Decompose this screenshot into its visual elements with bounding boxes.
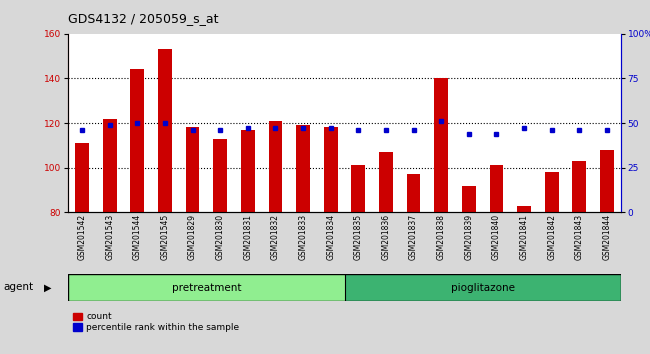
Bar [296, 125, 310, 212]
Text: GSM201842: GSM201842 [547, 214, 556, 259]
Text: pioglitazone: pioglitazone [450, 282, 515, 293]
Bar [573, 161, 586, 212]
Bar [462, 185, 476, 212]
Text: agent: agent [3, 282, 33, 292]
Bar [379, 152, 393, 212]
Legend: count, percentile rank within the sample: count, percentile rank within the sample [73, 313, 239, 332]
Bar [600, 150, 614, 212]
Bar [407, 175, 421, 212]
Text: GSM201841: GSM201841 [519, 214, 528, 259]
Text: GSM201829: GSM201829 [188, 214, 197, 259]
Text: GSM201844: GSM201844 [603, 214, 612, 260]
Bar [75, 143, 89, 212]
Bar [268, 121, 282, 212]
Text: GSM201545: GSM201545 [161, 214, 170, 260]
Text: GSM201835: GSM201835 [354, 214, 363, 260]
Bar [131, 69, 144, 212]
Text: ▶: ▶ [44, 282, 52, 292]
Text: GSM201830: GSM201830 [216, 214, 225, 260]
Bar [352, 165, 365, 212]
Text: GSM201542: GSM201542 [77, 214, 86, 260]
Bar [517, 206, 531, 212]
Text: GDS4132 / 205059_s_at: GDS4132 / 205059_s_at [68, 12, 219, 25]
Bar [545, 172, 558, 212]
Bar [213, 139, 227, 212]
Text: GSM201833: GSM201833 [298, 214, 307, 260]
Bar [186, 127, 200, 212]
Text: GSM201834: GSM201834 [326, 214, 335, 260]
Text: GSM201832: GSM201832 [271, 214, 280, 259]
Bar [158, 49, 172, 212]
Text: GSM201836: GSM201836 [382, 214, 391, 260]
Bar [434, 78, 448, 212]
Text: GSM201840: GSM201840 [492, 214, 501, 260]
Text: pretreatment: pretreatment [172, 282, 241, 293]
Text: GSM201543: GSM201543 [105, 214, 114, 260]
Text: GSM201839: GSM201839 [464, 214, 473, 260]
Text: GSM201838: GSM201838 [437, 214, 446, 259]
Text: GSM201831: GSM201831 [243, 214, 252, 259]
Text: GSM201843: GSM201843 [575, 214, 584, 260]
Bar [103, 119, 116, 212]
Text: GSM201544: GSM201544 [133, 214, 142, 260]
Bar [344, 274, 621, 301]
Bar [241, 130, 255, 212]
Bar [68, 274, 345, 301]
Bar [489, 165, 503, 212]
Bar [324, 127, 337, 212]
Text: GSM201837: GSM201837 [409, 214, 418, 260]
